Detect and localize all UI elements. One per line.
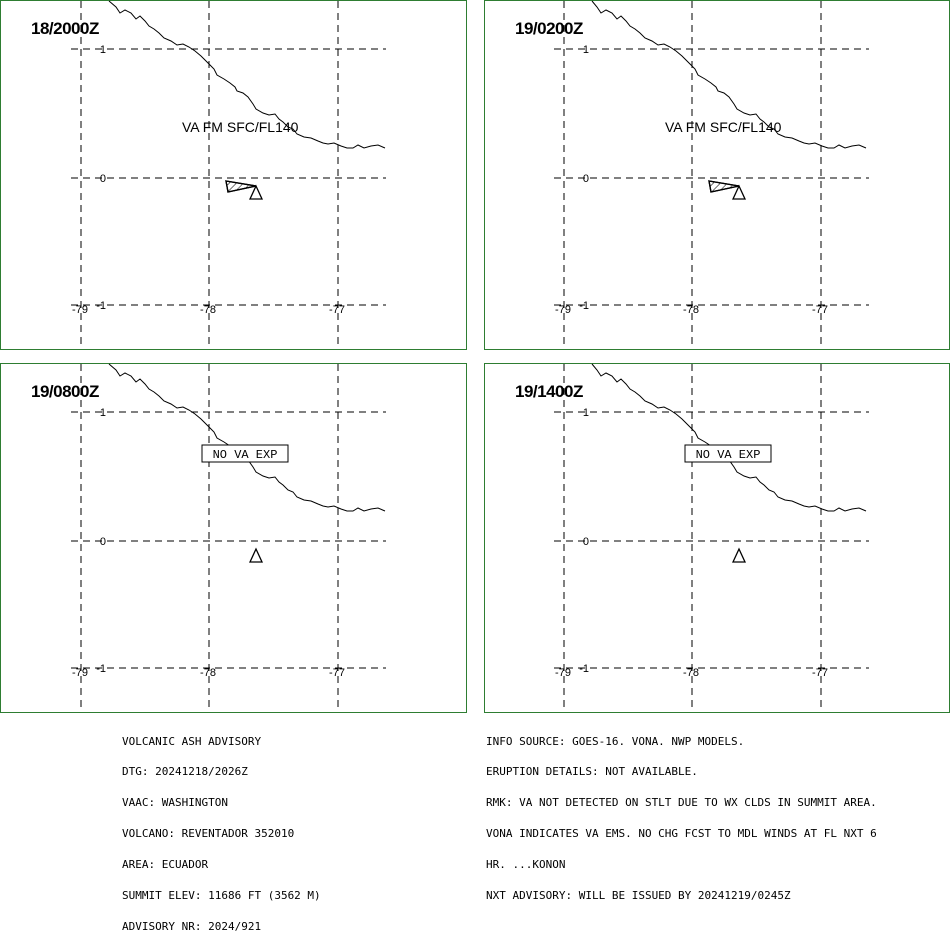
ash-level-label: VA FM SFC/FL140 [665, 119, 782, 135]
advisory-right: INFO SOURCE: GOES-16. VONA. NWP MODELS. … [486, 716, 877, 912]
advisory-line: VONA INDICATES VA EMS. NO CHG FCST TO MD… [486, 827, 877, 841]
panel-time-4: 19/1400Z [515, 382, 583, 401]
lon-label: -78 [200, 667, 216, 679]
advisory-line: VOLCANO: REVENTADOR 352010 [122, 827, 295, 841]
volcano-triangle-icon [731, 547, 747, 563]
advisory-line: RMK: VA NOT DETECTED ON STLT DUE TO WX C… [486, 796, 877, 810]
advisory-left: VOLCANIC ASH ADVISORY DTG: 20241218/2026… [122, 716, 321, 943]
no-va-box [684, 444, 772, 463]
volcano-triangle-icon [248, 184, 264, 200]
volcano-triangle-icon [731, 184, 747, 200]
advisory-line: SUMMIT ELEV: 11686 FT (3562 M) [122, 889, 321, 903]
forecast-panel-1: 1 0 -1 -79 -78 -77 VA FM SFC/FL140 18/2000Z [0, 0, 467, 350]
advisory-line: ADVISORY NR: 2024/921 [122, 919, 262, 933]
coastline [108, 0, 386, 149]
forecast-panel-2: 1 0 -1 -79 -78 -77 VA FM SFC/FL140 19/0200Z [484, 0, 950, 350]
lon-label: -79 [555, 304, 571, 316]
lat-label: 0 [100, 536, 106, 548]
lon-label: -77 [329, 304, 345, 316]
lat-label: 1 [100, 407, 106, 419]
lon-label: -78 [683, 304, 699, 316]
panel-time-3: 19/0800Z [31, 382, 99, 401]
no-va-label: NO VA EXP [213, 448, 278, 462]
lon-label: -77 [812, 304, 828, 316]
forecast-panel-3: 1 0 -1 -79 -78 -77 NO VA EXP 19/0800Z [0, 363, 467, 713]
coastline [591, 363, 867, 512]
advisory-line: VOLCANIC ASH ADVISORY [122, 734, 262, 748]
lat-label: -1 [579, 300, 589, 312]
panel-time-1: 18/2000Z [31, 19, 99, 38]
lon-label: -78 [200, 304, 216, 316]
volcano-triangle-icon [248, 547, 264, 563]
advisory-line: VAAC: WASHINGTON [122, 796, 228, 810]
no-va-box [201, 444, 289, 463]
lat-label: 1 [583, 407, 589, 419]
advisory-line: HR. ...KONON [486, 858, 566, 872]
panel-time-2: 19/0200Z [515, 19, 583, 38]
lat-label: 0 [583, 173, 589, 185]
lon-label: -77 [812, 667, 828, 679]
lat-label: 0 [583, 536, 589, 548]
advisory-line: NXT ADVISORY: WILL BE ISSUED BY 20241219… [486, 889, 791, 903]
advisory-line: INFO SOURCE: GOES-16. VONA. NWP MODELS. [486, 734, 745, 748]
map-svg-3: 1 0 -1 -79 -78 -77 NO VA EXP [71, 363, 386, 711]
map-svg-4: 1 0 -1 -79 -78 -77 NO VA EXP [554, 363, 869, 711]
lon-label: -79 [72, 304, 88, 316]
lat-label: -1 [579, 663, 589, 675]
advisory-line: AREA: ECUADOR [122, 858, 209, 872]
lat-label: 0 [100, 173, 106, 185]
ash-level-label: VA FM SFC/FL140 [182, 119, 299, 135]
lon-label: -79 [72, 667, 88, 679]
coastline [108, 363, 386, 512]
ash-cloud-outline [708, 180, 740, 193]
advisory-line: ERUPTION DETAILS: NOT AVAILABLE. [486, 765, 698, 779]
map-svg-2: 1 0 -1 -79 -78 -77 VA FM SFC/FL140 [554, 0, 869, 348]
ash-cloud-outline [225, 180, 257, 193]
lon-label: -78 [683, 667, 699, 679]
lon-label: -77 [329, 667, 345, 679]
lat-label: -1 [96, 663, 106, 675]
map-svg-1: 1 0 -1 -79 -78 -77 VA FM SFC/FL140 [71, 0, 386, 348]
lat-label: 1 [583, 44, 589, 56]
lat-label: 1 [100, 44, 106, 56]
advisory-line: DTG: 20241218/2026Z [122, 765, 248, 779]
coastline [591, 0, 867, 149]
lon-label: -79 [555, 667, 571, 679]
no-va-label: NO VA EXP [696, 448, 761, 462]
forecast-panel-4: 1 0 -1 -79 -78 -77 NO VA EXP 19/1400Z [484, 363, 950, 713]
lat-label: -1 [96, 300, 106, 312]
